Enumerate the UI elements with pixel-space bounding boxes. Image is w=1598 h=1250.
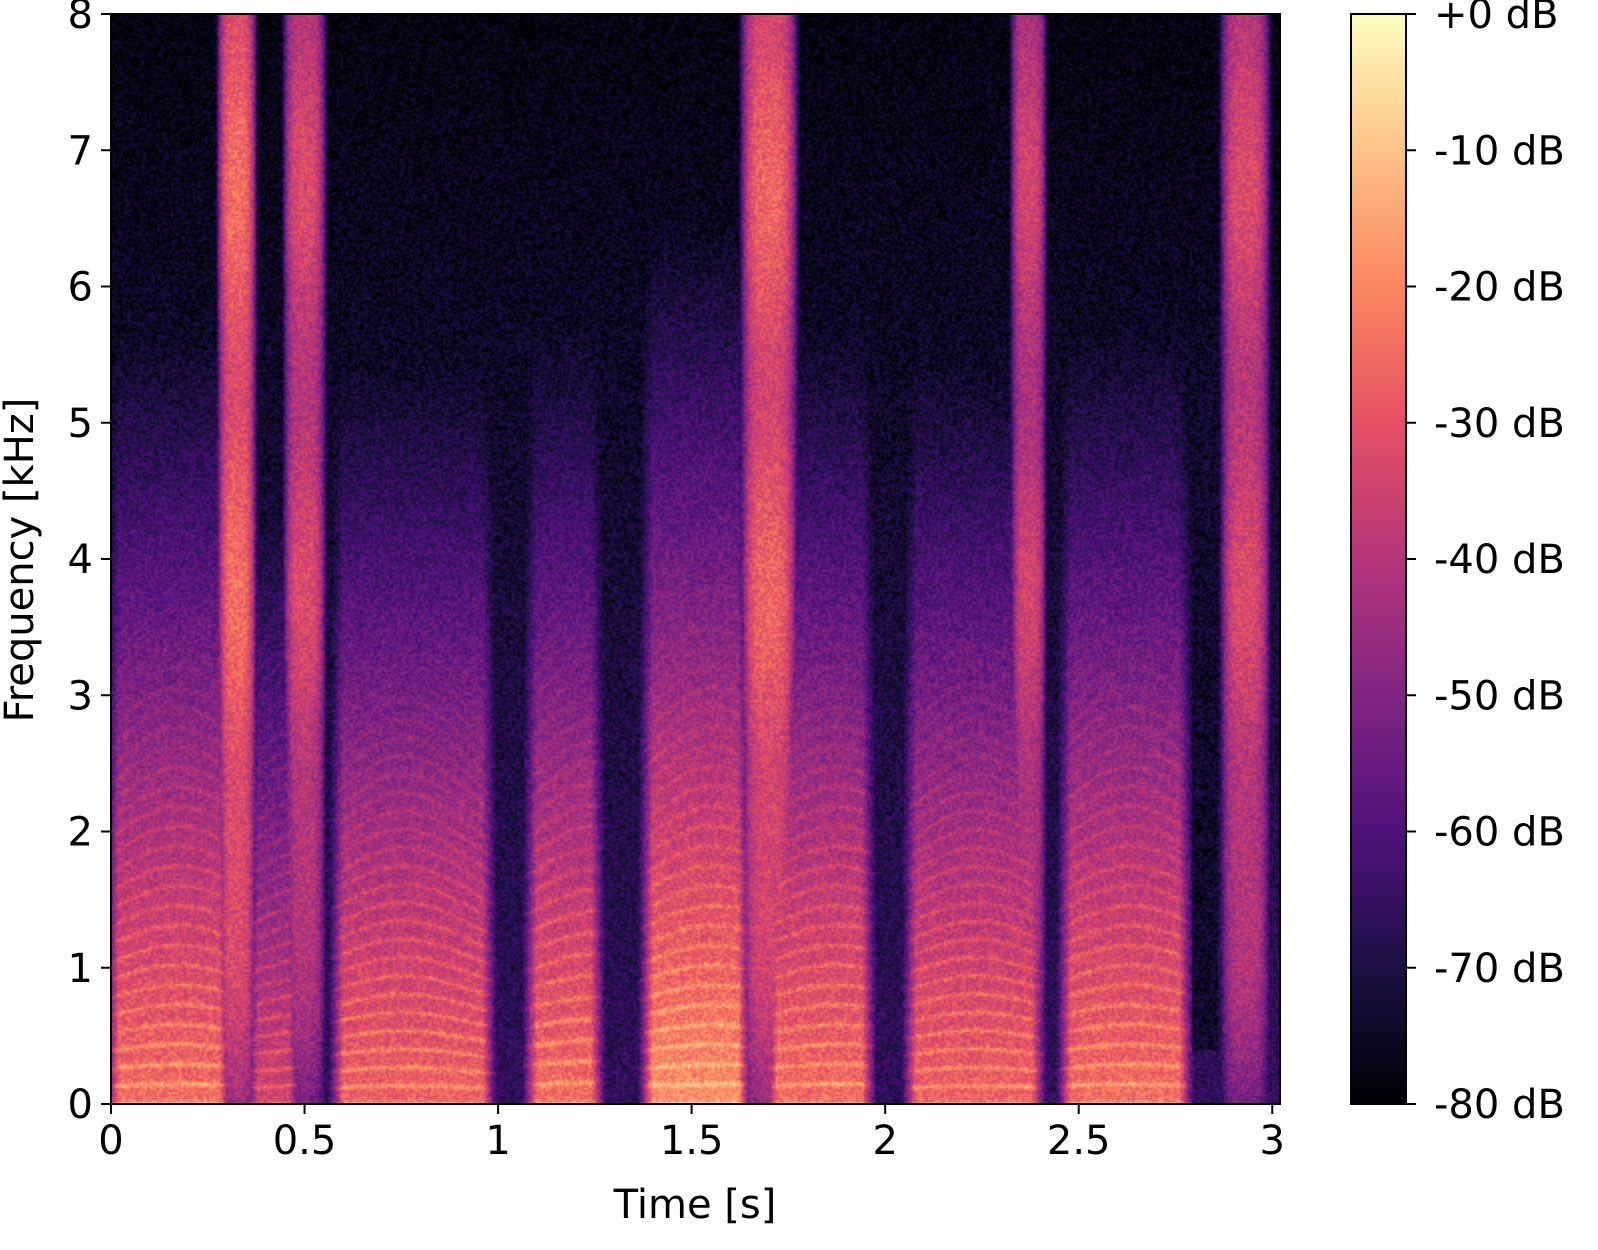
x-tick-label: 1.5 xyxy=(660,1118,724,1164)
colorbar-tick-label: -30 dB xyxy=(1434,401,1565,447)
colorbar-gradient xyxy=(1350,13,1407,1105)
y-tick-label: 2 xyxy=(68,810,93,856)
colorbar-tick-label: +0 dB xyxy=(1434,0,1559,38)
colorbar-tick-label: -50 dB xyxy=(1434,673,1565,719)
spectrogram-heatmap xyxy=(111,14,1280,1104)
y-tick-label: 0 xyxy=(68,1082,93,1128)
x-tick-label: 2 xyxy=(872,1118,897,1164)
y-tick-label: 1 xyxy=(68,946,93,992)
plot-area xyxy=(110,13,1281,1105)
colorbar-tick-label: -60 dB xyxy=(1434,810,1565,856)
x-tick-label: 3 xyxy=(1260,1118,1285,1164)
x-tick-label: 1 xyxy=(485,1118,510,1164)
y-axis: 0 1 2 3 4 5 6 7 8 xyxy=(68,0,111,1128)
colorbar-tick-label: -10 dB xyxy=(1434,128,1565,174)
y-tick-label: 7 xyxy=(68,128,93,174)
y-tick-label: 6 xyxy=(68,265,93,311)
colorbar-ticks: +0 dB -10 dB -20 dB -30 dB -40 dB -50 dB -60 d… xyxy=(1406,0,1565,1128)
x-tick-label: 0.5 xyxy=(273,1118,337,1164)
x-axis: 0 0.5 1 1.5 2 2.5 3 xyxy=(98,1104,1285,1164)
colorbar-tick-label: -80 dB xyxy=(1434,1082,1565,1128)
y-tick-label: 5 xyxy=(68,401,93,447)
y-tick-label: 4 xyxy=(68,537,93,583)
colorbar: +0 dB -10 dB -20 dB -30 dB -40 dB -50 dB -60 d… xyxy=(1350,0,1565,1128)
y-axis-label: Frequency [kHz] xyxy=(0,398,43,723)
colorbar-tick-label: -20 dB xyxy=(1434,265,1565,311)
colorbar-tick-label: -70 dB xyxy=(1434,946,1565,992)
x-tick-label: 0 xyxy=(98,1118,123,1164)
y-tick-label: 8 xyxy=(68,0,93,38)
x-tick-label: 2.5 xyxy=(1047,1118,1111,1164)
y-tick-label: 3 xyxy=(68,673,93,719)
colorbar-tick-label: -40 dB xyxy=(1434,537,1565,583)
x-axis-label: Time [s] xyxy=(613,1182,777,1228)
